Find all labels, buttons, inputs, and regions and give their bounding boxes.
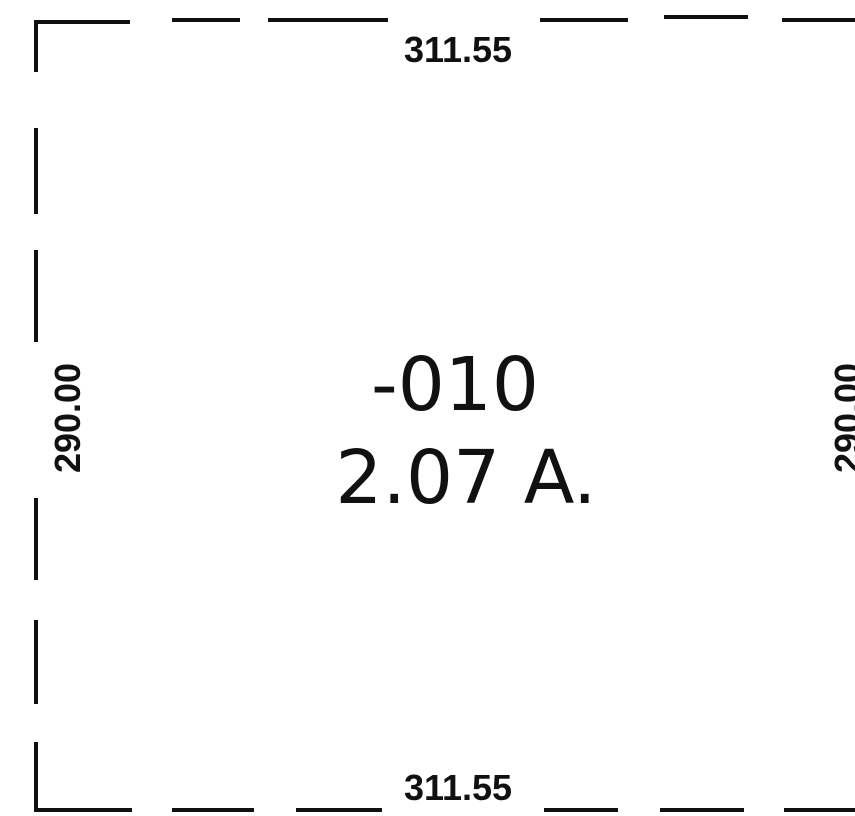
parcel-area: 2.07 A. [335, 435, 596, 521]
dimension-bottom: 311.55 [404, 767, 512, 808]
dimension-left: 290.00 [47, 363, 88, 473]
parcel-id: -010 [371, 342, 539, 428]
dimension-top: 311.55 [404, 29, 512, 70]
dimension-right: 290.00 [827, 363, 855, 473]
parcel-boundary [34, 15, 855, 812]
